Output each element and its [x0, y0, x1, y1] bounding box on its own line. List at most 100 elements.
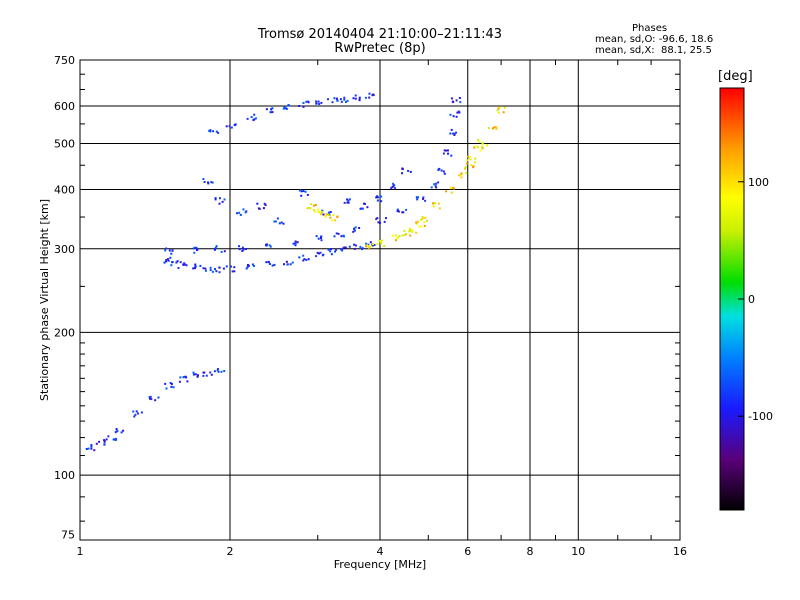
- data-point: [268, 244, 271, 247]
- data-point: [167, 259, 170, 262]
- data-point: [253, 265, 255, 267]
- data-point: [271, 264, 274, 267]
- data-point: [348, 245, 351, 248]
- data-point: [316, 251, 319, 254]
- data-point: [465, 162, 468, 165]
- data-point: [292, 242, 295, 245]
- data-point: [365, 242, 368, 245]
- data-point: [284, 107, 287, 110]
- data-point: [229, 265, 232, 268]
- data-point: [372, 243, 374, 246]
- data-point: [358, 227, 361, 229]
- x-tick-label: 1: [77, 545, 84, 558]
- data-point: [481, 146, 484, 149]
- data-point: [194, 267, 196, 270]
- data-point: [347, 201, 350, 204]
- data-point: [415, 196, 418, 199]
- data-point: [165, 387, 168, 390]
- data-point: [395, 237, 398, 240]
- data-point: [493, 126, 496, 129]
- data-point: [371, 244, 374, 247]
- data-point: [366, 244, 369, 247]
- data-point: [307, 101, 310, 104]
- data-point: [319, 251, 322, 254]
- data-point: [405, 208, 408, 211]
- data-point: [221, 200, 224, 203]
- data-point: [394, 234, 397, 237]
- data-point: [263, 202, 266, 205]
- data-point: [354, 226, 357, 229]
- colorbar-tick-label: 100: [748, 176, 769, 189]
- data-point: [455, 99, 458, 102]
- data-point: [304, 190, 307, 193]
- data-point: [452, 101, 455, 104]
- x-tick-label: 2: [227, 545, 234, 558]
- data-point: [298, 256, 301, 259]
- y-axis-label: Stationary phase Virtual Height [km]: [38, 199, 51, 401]
- data-point: [416, 198, 419, 201]
- data-point: [90, 445, 93, 448]
- data-point: [133, 415, 136, 418]
- data-point: [453, 134, 456, 136]
- data-point: [450, 97, 453, 100]
- data-point: [264, 204, 267, 207]
- data-point: [245, 267, 248, 270]
- data-point: [154, 399, 157, 402]
- data-point: [327, 211, 330, 214]
- data-point: [402, 211, 405, 214]
- data-point: [496, 109, 499, 112]
- data-point: [340, 235, 343, 238]
- data-point: [343, 201, 346, 204]
- data-point: [318, 103, 321, 105]
- data-point: [148, 396, 151, 398]
- data-point: [502, 111, 505, 114]
- data-point: [220, 250, 223, 253]
- data-point: [120, 431, 123, 434]
- data-point: [256, 202, 259, 205]
- data-point: [317, 211, 320, 214]
- data-point: [474, 145, 477, 148]
- data-point: [325, 213, 328, 216]
- data-point: [107, 435, 110, 438]
- data-point: [435, 186, 438, 189]
- data-point: [302, 102, 305, 104]
- data-point: [310, 203, 313, 206]
- data-point: [246, 117, 249, 120]
- data-point: [456, 111, 459, 114]
- data-point: [294, 240, 297, 243]
- data-point: [364, 203, 366, 205]
- data-point: [452, 186, 454, 189]
- data-point: [353, 229, 356, 232]
- data-point: [184, 375, 187, 378]
- data-point: [137, 412, 139, 415]
- data-point: [460, 176, 463, 179]
- data-point: [366, 206, 369, 209]
- data-point: [217, 370, 220, 373]
- data-point: [300, 190, 303, 193]
- data-point: [450, 128, 453, 131]
- data-point: [437, 181, 440, 184]
- data-point: [164, 382, 167, 385]
- data-point: [302, 190, 305, 192]
- data-point: [241, 246, 244, 249]
- data-point: [424, 216, 427, 219]
- data-point: [411, 230, 414, 233]
- data-point: [241, 249, 244, 252]
- data-point: [403, 229, 406, 232]
- data-point: [339, 98, 342, 101]
- data-point: [467, 155, 469, 158]
- data-point: [223, 370, 226, 372]
- data-point: [396, 210, 399, 213]
- data-point: [317, 237, 320, 240]
- data-point: [418, 225, 421, 228]
- data-point: [103, 441, 106, 444]
- data-point: [336, 215, 339, 218]
- data-point: [234, 123, 237, 126]
- data-point: [445, 190, 448, 193]
- data-point: [409, 170, 412, 173]
- data-point: [422, 196, 425, 199]
- y-tick-label: 600: [54, 100, 75, 113]
- chart-title: Tromsø 20140404 21:10:00–21:11:43: [257, 27, 503, 42]
- data-point: [194, 265, 197, 268]
- data-point: [202, 267, 205, 270]
